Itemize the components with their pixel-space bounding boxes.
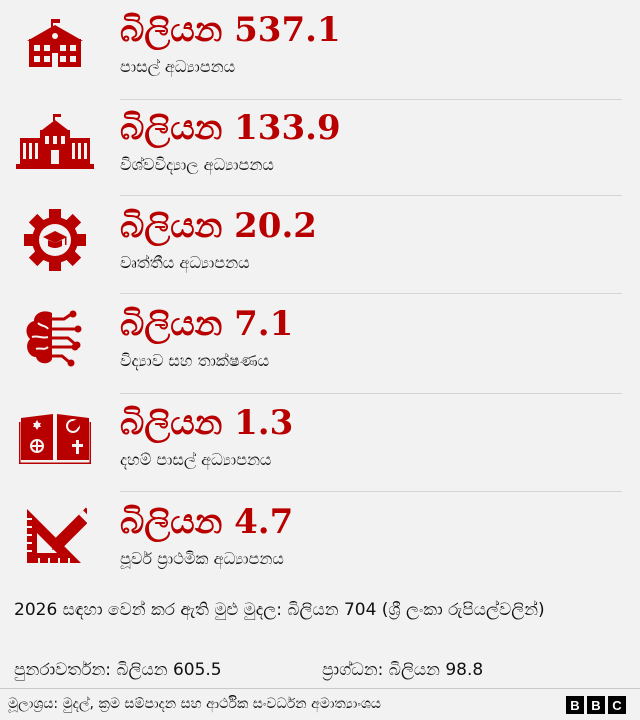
bbc-logo-letter: C [608, 696, 626, 714]
category-label: විශ්වවිද්‍යාල අධ්‍යාපනය [120, 155, 274, 174]
allocation-row-science: බිලියන 7.1 විද්‍යාව සහ තාක්ෂණය [0, 294, 640, 390]
total-allocation-text: 2026 සඳහා වෙන් කර ඇති මුළු මුදල: බිලියන … [14, 600, 545, 620]
divider [120, 99, 622, 100]
amount-value: බිලියන 20.2 [120, 206, 317, 246]
category-label: පූර්ව ප්‍රාථමික අධ්‍යාපනය [120, 549, 284, 568]
category-label: විද්‍යාව සහ තාක්ෂණය [120, 351, 270, 370]
divider [120, 293, 622, 294]
school-building-icon [14, 8, 96, 80]
allocation-row-pre-primary: බිලියන 4.7 පූර්ව ප්‍රාථමික අධ්‍යාපනය [0, 492, 640, 588]
gear-graduation-cap-icon [14, 204, 96, 276]
allocation-row-university: බිලියන 133.9 විශ්වවිද්‍යාල අධ්‍යාපනය [0, 98, 640, 194]
amount-value: බිලියන 4.7 [120, 502, 294, 542]
divider [120, 195, 622, 196]
category-label: පාසල් අධ්‍යාපනය [120, 57, 236, 76]
amount-value: බිලියන 537.1 [120, 10, 341, 50]
bbc-logo: B B C [566, 696, 626, 714]
category-label: දහම් පාසල් අධ්‍යාපනය [120, 450, 272, 469]
bbc-logo-letter: B [587, 696, 605, 714]
recurrent-expenditure-text: පුනරාවර්තන: බිලියන 605.5 [14, 660, 222, 680]
allocation-row-dhamma-school: බිලියන 1.3 දහම් පාසල් අධ්‍යාපනය [0, 393, 640, 489]
amount-value: බිලියන 7.1 [120, 304, 294, 344]
bbc-logo-letter: B [566, 696, 584, 714]
amount-value: බිලියන 133.9 [120, 108, 341, 148]
allocation-row-vocational: බිලියන 20.2 වෘත්තීය අධ්‍යාපනය [0, 196, 640, 292]
amount-value: බිලියන 1.3 [120, 403, 294, 443]
category-label: වෘත්තීය අධ්‍යාපනය [120, 253, 250, 272]
ruler-pencil-icon [14, 500, 96, 572]
divider [120, 393, 622, 394]
religious-book-icon [14, 401, 96, 473]
university-building-icon [14, 106, 96, 178]
capital-expenditure-text: ප්‍රාග්ධන: බිලියන 98.8 [322, 660, 484, 680]
footer-divider [0, 688, 640, 689]
brain-circuit-icon [14, 302, 96, 374]
allocation-row-school: බිලියන 537.1 පාසල් අධ්‍යාපනය [0, 0, 640, 96]
source-text: මූලාශ්‍රය: මුදල්, ක්‍රම සම්පාදන සහ ආර්ථි… [8, 696, 381, 712]
divider [120, 491, 622, 492]
